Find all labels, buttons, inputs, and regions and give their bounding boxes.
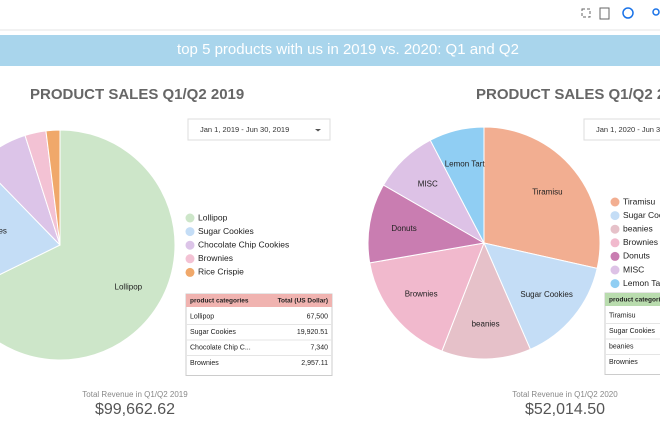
table-header: product categories — [190, 298, 249, 305]
date-range-picker[interactable] — [187, 118, 331, 141]
table-cell: beanies — [609, 344, 634, 351]
pie-slice — [483, 126, 601, 269]
toolbar — [0, 0, 660, 30]
legend-label: Donuts — [623, 251, 650, 261]
pie-slice — [483, 242, 598, 350]
table-cell: Brownies — [609, 359, 638, 366]
total-value: $99,662.62 — [95, 401, 175, 418]
table-cell: 7,340 — [310, 345, 328, 352]
legend-label: Sugar Cookies — [623, 210, 660, 220]
table-cell: 2,957.11 — [301, 360, 328, 367]
total-value: $52,014.50 — [525, 401, 605, 418]
table-cell: Brownies — [190, 360, 219, 367]
slice-label: Sugar Cookies — [520, 290, 572, 299]
table-cell: Sugar Cookies — [190, 329, 236, 336]
pie-slice — [45, 129, 61, 246]
legend-label: Tiramisu — [623, 196, 656, 206]
table-frame — [604, 292, 660, 375]
slice-label: beanies — [472, 319, 500, 328]
pie-slice — [0, 129, 176, 361]
legend-swatch — [610, 197, 620, 207]
chart-title: PRODUCT SALES Q1/Q2 2019 — [30, 86, 244, 103]
fullscreen-icon[interactable] — [581, 8, 591, 18]
legend-label: Chocolate Chip Cookies — [198, 239, 289, 249]
legend-label: Lemon Tart — [623, 278, 660, 288]
pie-slice — [367, 184, 486, 264]
legend-swatch — [610, 238, 620, 248]
banner — [0, 35, 660, 66]
slice-label: Sugar Cookies — [0, 226, 7, 235]
legend-swatch — [185, 213, 195, 223]
date-range-picker[interactable] — [583, 118, 660, 141]
date-range: Jan 1, 2020 - Jun 30, 2020 — [596, 125, 660, 134]
legend-swatch — [610, 224, 620, 234]
pie-slice — [0, 182, 61, 276]
slice-label: Brownies — [405, 290, 438, 299]
table-cell: Sugar Cookies — [609, 328, 655, 335]
table-cell: Chocolate Chip C... — [190, 345, 251, 352]
table-cell: 67,500 — [307, 314, 329, 321]
table-header-bg — [605, 293, 660, 306]
pie-slice — [429, 126, 485, 244]
slice-label: Lemon Tart — [445, 159, 486, 168]
slice-label: MISC — [418, 180, 438, 189]
legend-label: Brownies — [623, 237, 658, 247]
slice-label: Tiramisu — [532, 187, 562, 196]
total-label: Total Revenue in Q1/Q2 2020 — [512, 390, 618, 399]
legend-swatch — [610, 251, 620, 261]
dropdown-arrow — [315, 129, 321, 132]
copy-icon[interactable] — [599, 7, 610, 20]
legend-swatch — [185, 254, 195, 264]
legend-swatch — [185, 240, 195, 250]
table-header: product categories — [609, 297, 660, 304]
refresh-icon[interactable] — [622, 7, 634, 19]
legend-swatch — [185, 267, 195, 277]
table-cell: Tiramisu — [609, 313, 636, 320]
legend-label: MISC — [623, 264, 644, 274]
legend-label: beanies — [623, 223, 653, 233]
banner-title: top 5 products with us in 2019 vs. 2020:… — [177, 41, 519, 58]
table-frame — [185, 293, 333, 376]
legend-label: Sugar Cookies — [198, 226, 254, 236]
pie-slice — [369, 242, 485, 352]
table-header: Total (US Dollar) — [278, 298, 328, 305]
legend-label: Lollipop — [198, 212, 228, 222]
legend-label: Rice Crispie — [198, 267, 244, 277]
legend-swatch — [610, 279, 620, 289]
table-header-bg — [186, 294, 332, 307]
slice-label: Lollipop — [115, 283, 143, 292]
chart-title: PRODUCT SALES Q1/Q2 2020 — [476, 86, 660, 103]
table-cell: 19,920.51 — [297, 329, 328, 336]
slice-label: Donuts — [391, 224, 416, 233]
table-cell: Lollipop — [190, 314, 214, 321]
legend-swatch — [610, 265, 620, 275]
account-icon[interactable] — [652, 8, 660, 16]
legend-label: Brownies — [198, 253, 233, 263]
date-range: Jan 1, 2019 - Jun 30, 2019 — [200, 125, 289, 134]
legend-swatch — [610, 211, 620, 221]
total-label: Total Revenue in Q1/Q2 2019 — [82, 390, 188, 399]
pie-slice — [441, 241, 532, 360]
legend-swatch — [185, 227, 195, 237]
